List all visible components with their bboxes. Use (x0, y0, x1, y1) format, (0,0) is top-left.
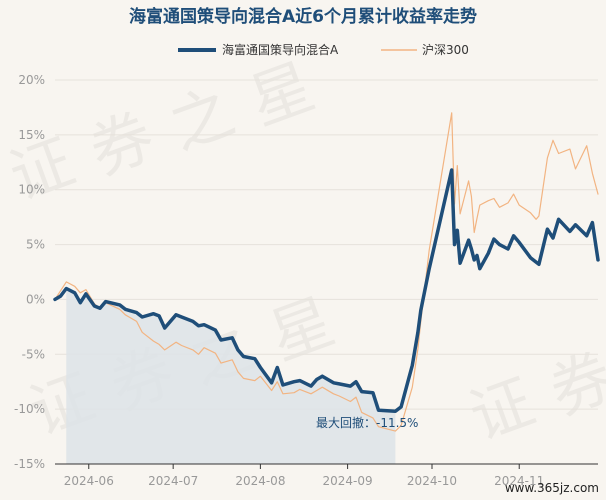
y-tick-label: -15% (14, 457, 45, 471)
watermark-glyph: 券 (80, 99, 163, 189)
x-tick-label: 2024-07 (148, 474, 198, 488)
drawdown-shade (66, 288, 396, 464)
legend: 海富通国策导向混合A 沪深300 (178, 42, 469, 57)
y-tick-label: 5% (26, 238, 45, 252)
drawdown-label: 最大回撤：-11.5% (316, 415, 418, 430)
x-tick-label: 2024-09 (323, 474, 373, 488)
watermark-glyph: 星 (260, 284, 343, 374)
y-tick-label: 20% (18, 73, 45, 87)
x-tick-label: 2024-11 (494, 474, 544, 488)
x-tick-label: 2024-10 (407, 474, 457, 488)
series-line-fund (53, 168, 600, 414)
drawdown-area (66, 288, 396, 464)
legend-label-fund: 海富通国策导向混合A (222, 42, 339, 57)
site-label: www.365jz.com (505, 481, 599, 495)
chart-title: 海富通国策导向混合A近6个月累计收益率走势 (129, 6, 477, 27)
series-lines (53, 112, 600, 432)
y-tick-label: 0% (26, 292, 45, 306)
watermark-glyph: 星 (240, 49, 323, 139)
y-tick-label: 15% (18, 128, 45, 142)
y-axis: 20% 15% 10% 5% 0% -5% -10% -15% (14, 73, 45, 471)
legend-label-index: 沪深300 (422, 43, 469, 57)
x-tick-label: 2024-08 (235, 474, 285, 488)
y-tick-label: -10% (14, 402, 45, 416)
watermark-glyph: 券 (540, 339, 606, 429)
x-axis: 2024-06 2024-07 2024-08 2024-09 2024-10 2024-… (55, 463, 598, 488)
watermark-glyph: 之 (160, 74, 243, 164)
y-tick-label: 10% (18, 183, 45, 197)
series-line-index (54, 112, 599, 432)
x-tick-label: 2024-06 (64, 474, 114, 488)
y-tick-label: -5% (22, 347, 45, 361)
